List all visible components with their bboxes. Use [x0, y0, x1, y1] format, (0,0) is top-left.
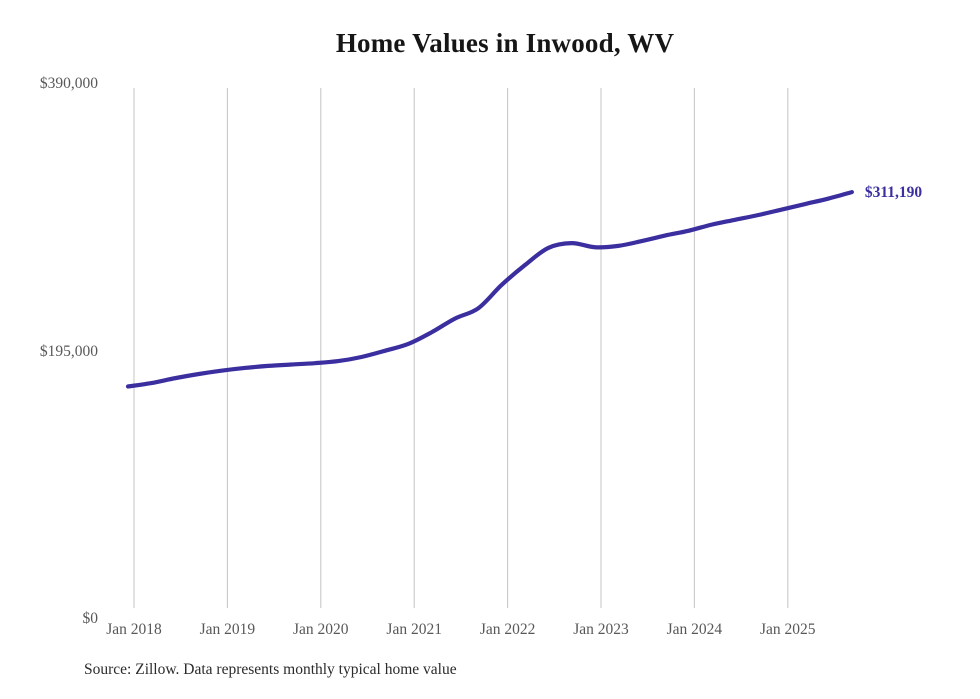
x-axis-tick-label: Jan 2024	[666, 621, 723, 638]
x-axis-tick-label: Jan 2022	[479, 621, 536, 638]
value-line-path	[125, 190, 854, 389]
x-axis-tick-label: Jan 2020	[293, 621, 349, 638]
source-note: Source: Zillow. Data represents monthly …	[84, 661, 457, 678]
x-axis-tick-label: Jan 2023	[573, 621, 629, 638]
x-axis-tick-label: Jan 2025	[760, 621, 816, 638]
x-axis-tick-label: Jan 2019	[199, 621, 256, 638]
y-axis-tick-label: $390,000	[39, 75, 98, 92]
x-axis-tick-label: Jan 2018	[106, 621, 162, 638]
end-value-label: $311,190	[864, 184, 923, 202]
y-axis-tick-label: $0	[82, 610, 99, 627]
y-axis-tick-label: $195,000	[39, 342, 98, 360]
x-axis-tick-label: Jan 2021	[386, 621, 442, 638]
chart-title: Home Values in Inwood, WV	[335, 28, 675, 58]
vertical-gridlines	[133, 88, 789, 608]
